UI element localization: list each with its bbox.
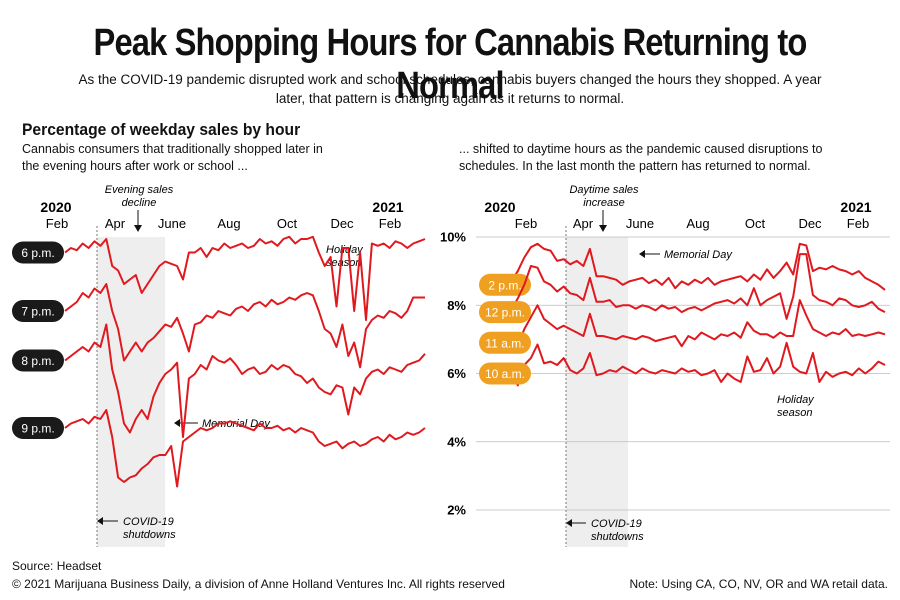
series-label-pill (479, 331, 531, 354)
series-label: 10 a.m. (485, 367, 525, 381)
month-tick-label: Feb (46, 216, 68, 231)
memorial-arrowhead-left (174, 419, 180, 427)
series-label-pill (479, 301, 531, 324)
series-label-pill (12, 349, 64, 372)
month-tick-label: Dec (798, 216, 822, 231)
copyright-text: © 2021 Marijuana Business Daily, a divis… (12, 577, 505, 591)
series-label: 9 p.m. (21, 422, 54, 436)
page-title: Peak Shopping Hours for Cannabis Returni… (93, 22, 808, 107)
covid-arrowhead-right (566, 519, 572, 527)
series-line-7-p-m- (64, 283, 425, 369)
series-line-9-p-m- (64, 409, 426, 488)
series-label-pill (12, 300, 64, 322)
right-description: ... shifted to daytime hours as the pand… (459, 142, 823, 173)
year-label-2020-right: 2020 (484, 199, 515, 215)
y-tick-label: 10% (440, 230, 466, 245)
series-line-2-p-m- (484, 242, 886, 291)
series-label: 8 p.m. (21, 354, 54, 368)
series-line-8-p-m- (64, 323, 426, 438)
month-tick-label: June (158, 216, 186, 231)
covid-shutdowns-label-right: shutdowns (591, 531, 644, 543)
covid-arrowhead-left (97, 517, 103, 525)
month-tick-label: Feb (847, 216, 869, 231)
annotation-evening-decline: decline (122, 197, 157, 209)
holiday-season-label-left: Holiday (326, 244, 364, 256)
series-line-12-p-m- (484, 253, 886, 320)
year-label-2021-right: 2021 (840, 199, 871, 215)
month-tick-label: Aug (217, 216, 240, 231)
month-tick-label: Feb (515, 216, 537, 231)
series-line-10-a-m- (484, 341, 886, 387)
source-text: Source: Headset (12, 559, 102, 573)
page-subtitle: As the COVID-19 pandemic disrupted work … (78, 72, 822, 106)
covid-shutdowns-label-left: shutdowns (123, 529, 176, 541)
annotation-arrowhead (599, 225, 607, 232)
year-label-2021-left: 2021 (372, 199, 403, 215)
month-tick-label: Apr (573, 216, 594, 231)
covid-shutdowns-label-left: COVID-19 (123, 516, 174, 528)
month-tick-label: Oct (277, 216, 298, 231)
series-label: 2 p.m. (488, 278, 521, 292)
series-line-6-p-m- (64, 235, 426, 321)
y-tick-label: 2% (447, 503, 466, 518)
series-label: 7 p.m. (21, 305, 54, 319)
month-tick-label: Feb (379, 216, 401, 231)
month-tick-label: Dec (330, 216, 354, 231)
memorial-day-label-right: Memorial Day (664, 249, 733, 261)
left-description: Cannabis consumers that traditionally sh… (22, 142, 323, 173)
holiday-season-label-right: season (777, 407, 812, 419)
y-tick-label: 6% (447, 366, 466, 381)
month-tick-label: Oct (745, 216, 766, 231)
series-label: 11 a.m. (485, 336, 524, 350)
memorial-arrowhead-right (639, 250, 645, 258)
month-tick-label: Aug (686, 216, 709, 231)
note-text: Note: Using CA, CO, NV, OR and WA retail… (629, 577, 888, 591)
y-tick-label: 8% (447, 298, 466, 313)
series-label-pill (12, 241, 64, 264)
series-label-pill (12, 417, 64, 439)
annotation-arrowhead (134, 225, 142, 232)
annotation-evening-decline: Evening sales (105, 184, 174, 196)
series-label: 12 p.m. (485, 306, 525, 320)
series-line-11-a-m- (484, 299, 886, 348)
holiday-season-label-left: season (326, 257, 361, 269)
month-tick-label: Apr (105, 216, 126, 231)
holiday-season-label-right: Holiday (777, 394, 815, 406)
covid-shade-right (566, 237, 628, 547)
annotation-daytime-increase: increase (583, 197, 625, 209)
y-tick-label: 4% (447, 434, 466, 449)
annotation-daytime-increase: Daytime sales (569, 184, 639, 196)
year-label-2020-left: 2020 (40, 199, 71, 215)
covid-shutdowns-label-right: COVID-19 (591, 518, 642, 530)
series-label: 6 p.m. (21, 246, 54, 260)
series-label-pill (479, 362, 531, 385)
month-tick-label: June (626, 216, 654, 231)
section-title: Percentage of weekday sales by hour (22, 120, 301, 139)
series-label-pill (479, 273, 531, 296)
